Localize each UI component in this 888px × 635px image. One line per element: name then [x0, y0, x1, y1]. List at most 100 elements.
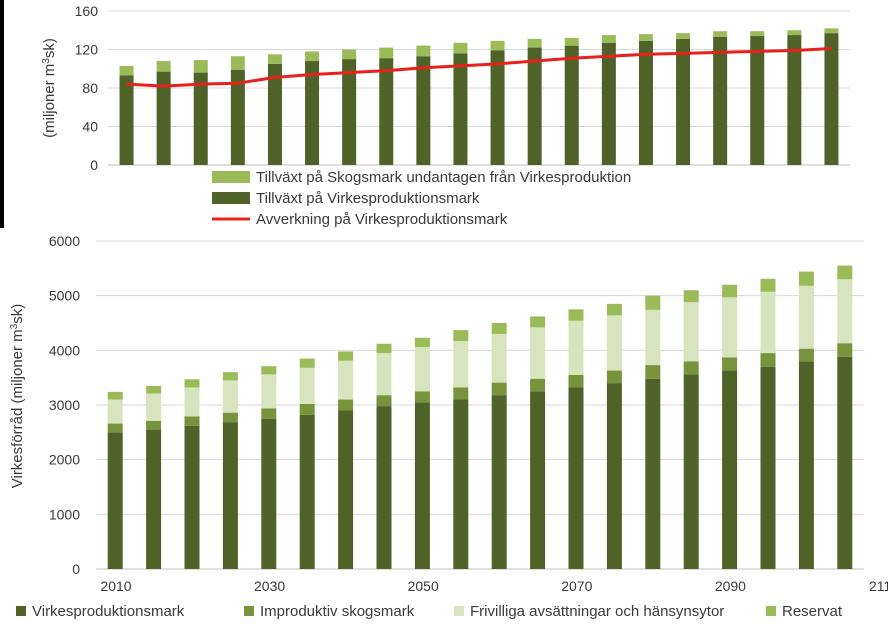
top-bar-virkesproduktionsmark	[156, 71, 171, 165]
bottom-bar-segment	[453, 387, 469, 400]
bottom-bar-segment	[261, 374, 277, 409]
top-bar-virkesproduktionsmark	[564, 45, 579, 165]
bottom-legend-label: Frivilliga avsättningar och hänsynsytor	[470, 603, 724, 620]
bottom-y-tick-label: 6000	[49, 233, 80, 249]
bottom-y-axis-title: Virkesförråd (miljoner m3sk)	[9, 304, 26, 489]
bottom-legend-label: Reservat	[782, 603, 843, 620]
bottom-legend-swatch	[454, 606, 464, 616]
bottom-bar-segment	[338, 351, 354, 361]
top-bar-undantagen	[527, 38, 542, 48]
top-bar-undantagen	[230, 56, 245, 70]
top-bar-virkesproduktionsmark	[750, 36, 765, 166]
top-y-tick-label: 40	[82, 119, 98, 135]
bottom-bar-segment	[376, 406, 392, 569]
bottom-legend-label: Virkesproduktionsmark	[32, 603, 185, 620]
top-bar-virkesproduktionsmark	[527, 47, 542, 166]
bottom-bar-segment	[606, 315, 622, 371]
bottom-bar-segment	[568, 309, 584, 321]
top-bar-undantagen	[156, 61, 171, 72]
bottom-bar-segment	[222, 412, 238, 423]
bottom-bar-segment	[683, 361, 699, 375]
bottom-bar-segment	[798, 348, 814, 362]
bottom-bar-segment	[376, 343, 392, 354]
top-bar-virkesproduktionsmark	[416, 56, 431, 165]
top-bar-undantagen	[379, 47, 394, 59]
bottom-bar-segment	[414, 391, 430, 403]
top-bar-undantagen	[564, 37, 579, 46]
bottom-x-tick-label: 2050	[408, 578, 439, 594]
bottom-bar-segment	[683, 290, 699, 303]
bottom-x-tick-label: 2090	[715, 578, 746, 594]
top-bar-undantagen	[787, 30, 802, 36]
bottom-bar-segment	[798, 285, 814, 349]
top-chart: 0 40 80 120 160 (miljoner m3sk) Tillväxt på …	[41, 3, 850, 228]
top-y-tick-label: 160	[75, 3, 99, 19]
bottom-legend-label: Improduktiv skogsmark	[260, 603, 415, 620]
top-bar-undantagen	[824, 28, 839, 34]
top-chart-panel: 0 40 80 120 160 (miljoner m3sk) Tillväxt på …	[4, 0, 888, 228]
bottom-bar-segment	[530, 391, 546, 569]
bottom-bar-segment	[146, 393, 162, 421]
bottom-bar-segment	[798, 271, 814, 286]
bottom-y-tick-label: 3000	[49, 397, 80, 413]
top-bar-virkesproduktionsmark	[342, 59, 357, 165]
top-legend-swatch	[212, 192, 250, 204]
bottom-bar-segment	[530, 327, 546, 379]
top-bar-virkesproduktionsmark	[824, 33, 839, 166]
top-bar-undantagen	[193, 60, 208, 73]
top-bar-virkesproduktionsmark	[490, 50, 505, 165]
top-bar-undantagen	[453, 42, 468, 54]
bottom-legend-swatch	[244, 606, 254, 616]
bottom-y-tick-label: 0	[72, 561, 80, 577]
top-bar-undantagen	[267, 54, 282, 64]
top-legend-label: Tillväxt på Virkesproduktionsmark	[256, 190, 480, 207]
top-line-avverkning	[126, 47, 832, 88]
bottom-bar-segment	[107, 432, 123, 569]
bottom-x-tick-label: 2030	[254, 578, 285, 594]
bottom-bar-segment	[645, 365, 661, 379]
top-y-tick-label: 0	[90, 157, 98, 173]
top-bar-virkesproduktionsmark	[638, 40, 653, 165]
top-bar-virkesproduktionsmark	[713, 36, 728, 165]
bottom-legend-swatch	[16, 606, 26, 616]
bottom-y-tick-label: 2000	[49, 452, 80, 468]
bottom-bar-segment	[568, 387, 584, 569]
bottom-bar-segment	[107, 391, 123, 400]
bottom-bar-segment	[837, 279, 853, 344]
bottom-bar-segment	[299, 414, 315, 569]
top-bar-undantagen	[676, 33, 691, 39]
top-bar-virkesproduktionsmark	[305, 61, 320, 165]
bottom-bar-segment	[760, 291, 776, 354]
bottom-bar-segment	[184, 387, 200, 417]
bottom-bar-segment	[491, 395, 507, 569]
bottom-bar-segment	[453, 341, 469, 388]
bottom-bar-segment	[798, 361, 814, 569]
top-bar-undantagen	[119, 65, 134, 76]
top-bar-undantagen	[750, 31, 765, 37]
bottom-chart: 0 1000 2000 3000 4000 5000 6000 2010 2030 2050 20…	[9, 233, 888, 620]
bottom-bar-segment	[338, 399, 354, 411]
bottom-bar-segment	[376, 395, 392, 407]
bottom-bar-segment	[722, 297, 738, 358]
bottom-bar-segment	[376, 353, 392, 396]
bottom-bar-segment	[760, 278, 776, 292]
bottom-bar-segment	[261, 418, 277, 569]
bottom-bar-segment	[530, 316, 546, 328]
bottom-bar-segment	[222, 372, 238, 381]
bottom-bar-segment	[491, 382, 507, 396]
bottom-bar-segment	[338, 360, 354, 400]
bottom-x-tick-label: 2010	[100, 578, 131, 594]
bottom-bar-segment	[722, 357, 738, 371]
bottom-bar-segment	[722, 370, 738, 569]
bottom-bar-segment	[146, 429, 162, 569]
top-legend-label: Avverkning på Virkesproduktionsmark	[256, 211, 508, 228]
bottom-bar-segment	[645, 295, 661, 310]
top-bar-undantagen	[342, 49, 357, 60]
bottom-chart-panel: 0 1000 2000 3000 4000 5000 6000 2010 2030 2050 20…	[0, 228, 888, 635]
top-bar-virkesproduktionsmark	[379, 58, 394, 165]
bottom-bar-segment	[146, 385, 162, 394]
top-y-tick-label: 120	[75, 42, 99, 58]
top-y-axis-title: (miljoner m3sk)	[41, 38, 58, 138]
bottom-bar-segment	[146, 420, 162, 430]
bottom-bar-segment	[837, 265, 853, 280]
